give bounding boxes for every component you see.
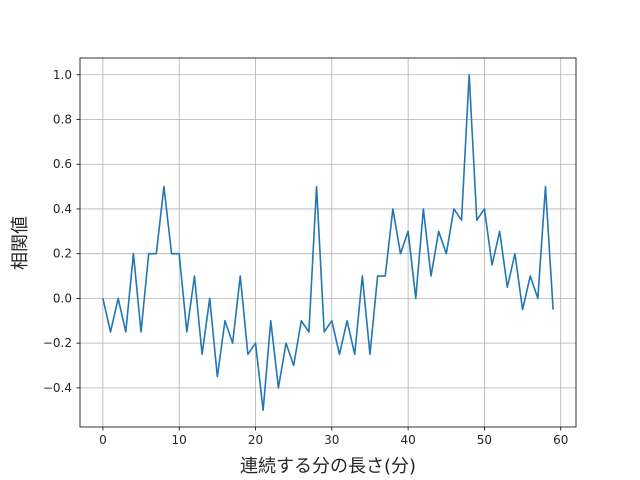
- y-tick-label: 0.8: [53, 113, 72, 127]
- y-tick-label: 0.4: [53, 202, 72, 216]
- y-tick-label: 0.6: [53, 157, 72, 171]
- y-axis-label: 相関値: [10, 216, 31, 270]
- x-tick-label: 30: [324, 433, 339, 447]
- axes-frame: [79, 57, 577, 428]
- x-tick-label: 10: [172, 433, 187, 447]
- x-axis-label: 連続する分の長さ(分): [240, 456, 416, 477]
- axes: [79, 57, 577, 428]
- y-tick-label: −0.2: [43, 336, 72, 350]
- y-tick-label: 0.0: [53, 291, 72, 305]
- plot-area: [102, 73, 554, 412]
- x-tick-label: 40: [400, 433, 415, 447]
- x-tick-label: 20: [248, 433, 263, 447]
- series-line: [102, 73, 554, 412]
- ticks: 0 10 20 30 40 50 60 −0.4 −0.2 0.0 0.2 0.4 0.6 0.8 1.0: [43, 68, 569, 447]
- x-tick-label: 50: [477, 433, 492, 447]
- y-tick-label: −0.4: [43, 381, 72, 395]
- x-tick-label: 0: [99, 433, 107, 447]
- y-tick-label: 1.0: [53, 68, 72, 82]
- x-tick-label: 60: [553, 433, 568, 447]
- y-tick-label: 0.2: [53, 247, 72, 261]
- grid: [80, 58, 576, 427]
